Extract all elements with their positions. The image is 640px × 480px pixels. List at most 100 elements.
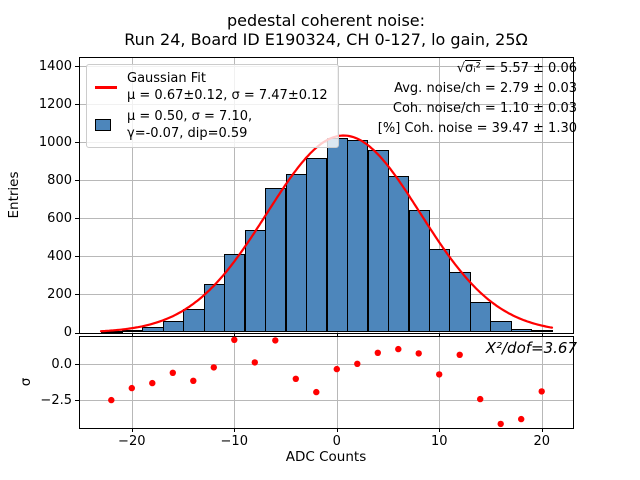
hist-patch-swatch [95, 119, 127, 131]
fit-line-swatch [95, 85, 127, 89]
gridline-horizontal [79, 364, 573, 366]
histogram-bar [428, 248, 451, 333]
x-tick-mark [439, 333, 441, 337]
y-tick-label: 800 [47, 172, 72, 188]
histogram-bar [490, 321, 512, 333]
y-tick-label: 0 [63, 325, 72, 340]
x-tick-label: −20 [118, 434, 146, 449]
x-tick-label: 20 [533, 434, 550, 449]
residual-point [374, 349, 381, 356]
y-tick-mark [74, 66, 79, 68]
y-tick-mark [74, 180, 79, 182]
histogram-bar [306, 158, 328, 333]
histogram-bar [326, 138, 348, 333]
x-tick-mark [131, 333, 133, 337]
chart-title-line1: pedestal coherent noise: [226, 11, 426, 30]
y-tick-label: −2.5 [40, 392, 72, 408]
y-tick-label: 600 [47, 210, 72, 226]
histogram-bar [224, 253, 246, 333]
residual-point [477, 395, 484, 403]
x-tick-mark [439, 429, 441, 432]
x-tick-mark [234, 333, 236, 337]
y-tick-label: 1400 [38, 58, 72, 74]
residual-point [169, 369, 176, 376]
x-tick-mark [336, 333, 338, 337]
x-tick-mark [336, 429, 338, 432]
legend-box: Gaussian Fit μ = 0.67±0.12, σ = 7.47±0.1… [86, 64, 339, 148]
histogram-bar [531, 329, 553, 333]
residual-point [190, 377, 197, 384]
residual-point [497, 420, 504, 428]
histogram-bar [162, 321, 184, 333]
residual-point [292, 375, 299, 382]
y-tick-mark [74, 142, 79, 144]
gridline-vertical [336, 336, 338, 428]
gridline-vertical [541, 336, 543, 428]
main-y-axis-label: Entries [6, 171, 22, 219]
stats-line-coh-noise-pct: [%] Coh. noise = 39.47 ± 1.30 [377, 121, 577, 136]
x-tick-mark [541, 333, 543, 337]
x-tick-mark [234, 429, 236, 432]
stats-text-block: √σᵢ² = 5.57 ± 0.06 Avg. noise/ch = 2.79 … [378, 59, 577, 139]
stats-line-sqrt-sigma: √σᵢ² = 5.57 ± 0.06 [456, 61, 577, 76]
y-tick-mark [74, 256, 79, 258]
chart-title-line2: Run 24, Board ID E190324, CH 0-127, lo g… [124, 30, 528, 49]
legend-hist-line2: γ=-0.07, dip=0.59 [127, 126, 248, 141]
y-tick-mark [74, 400, 79, 402]
y-tick-mark [74, 332, 79, 334]
y-tick-mark [74, 104, 79, 106]
histogram-bar [142, 327, 164, 333]
gridline-vertical [131, 336, 133, 428]
x-tick-mark [131, 429, 133, 432]
legend-entry-hist: μ = 0.50, σ = 7.10, γ=-0.07, dip=0.59 [95, 108, 330, 142]
legend-fit-label: Gaussian Fit [127, 71, 207, 86]
x-axis-label: ADC Counts [285, 449, 367, 465]
residual-point [415, 350, 422, 357]
stats-line-avg-noise: Avg. noise/ch = 2.79 ± 0.03 [394, 81, 577, 96]
red-line-icon [95, 85, 117, 89]
stats-sqrt-radicand: σᵢ² [465, 61, 481, 76]
residual-point [395, 345, 402, 353]
chart-title: pedestal coherent noise: Run 24, Board I… [79, 11, 573, 49]
x-tick-label: 10 [430, 434, 448, 449]
residual-point [272, 337, 279, 344]
histogram-bar [388, 176, 410, 333]
gridline-horizontal [79, 400, 573, 402]
y-tick-label: 400 [47, 248, 72, 264]
residual-point [149, 379, 156, 387]
gridline-vertical [439, 336, 441, 428]
y-tick-label: 1200 [38, 96, 72, 112]
y-tick-mark [74, 218, 79, 220]
stats-line-coh-noise: Coh. noise/ch = 1.10 ± 0.03 [392, 101, 577, 116]
gridline-vertical [234, 336, 236, 428]
x-tick-label: −10 [220, 434, 248, 449]
histogram-bar [469, 302, 492, 333]
y-tick-mark [74, 294, 79, 296]
y-tick-label: 1000 [38, 134, 72, 150]
y-tick-label: 0.0 [51, 356, 72, 372]
histogram-bar [101, 330, 123, 333]
histogram-bar [203, 283, 225, 333]
histogram-bar [367, 149, 389, 333]
residual-point [518, 415, 525, 423]
x-tick-label: 0 [332, 434, 341, 449]
histogram-bar [408, 210, 430, 333]
legend-hist-line1: μ = 0.50, σ = 7.10, [127, 109, 253, 124]
histogram-bar [121, 329, 143, 333]
y-tick-label: 200 [47, 286, 72, 302]
residual-point [313, 388, 320, 396]
blue-rect-icon [95, 119, 111, 131]
legend-fit-params: μ = 0.67±0.12, σ = 7.47±0.12 [127, 88, 328, 103]
x-tick-mark [541, 429, 543, 432]
histogram-bar [244, 229, 266, 333]
histogram-bar [183, 309, 205, 333]
histogram-bar [285, 173, 307, 333]
residual-point [456, 351, 463, 358]
chi2-annotation: X²/dof=3.67 [485, 339, 577, 357]
histogram-bar [265, 188, 287, 333]
histogram-bar [449, 272, 471, 333]
histogram-bar [347, 139, 369, 333]
residual-y-axis-label: σ [18, 377, 34, 387]
legend-entry-fit: Gaussian Fit μ = 0.67±0.12, σ = 7.47±0.1… [95, 70, 330, 104]
